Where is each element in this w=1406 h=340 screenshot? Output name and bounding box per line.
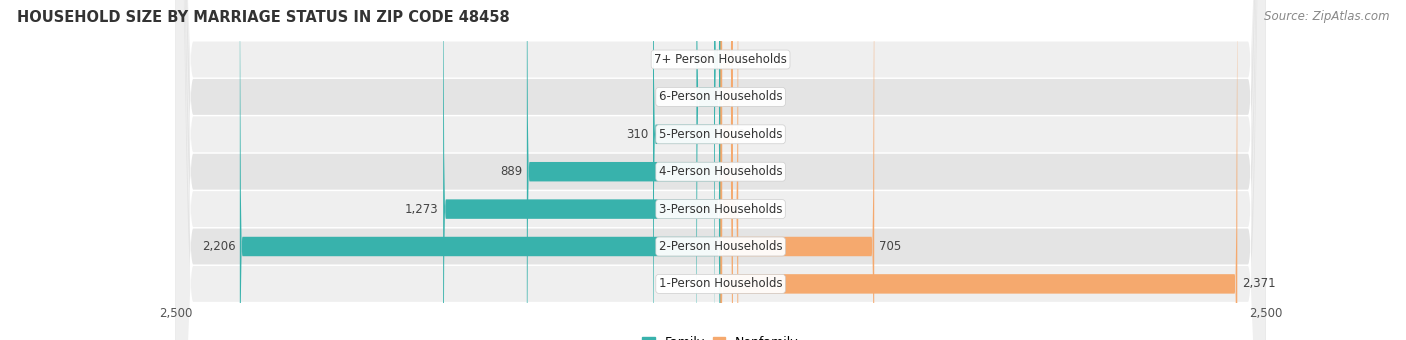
FancyBboxPatch shape bbox=[176, 0, 1265, 340]
Text: 310: 310 bbox=[627, 128, 648, 141]
FancyBboxPatch shape bbox=[176, 0, 1265, 340]
FancyBboxPatch shape bbox=[721, 0, 875, 340]
Text: 2,371: 2,371 bbox=[1241, 277, 1275, 290]
Text: 889: 889 bbox=[501, 165, 523, 178]
Text: 6-Person Households: 6-Person Households bbox=[659, 90, 782, 103]
Text: 5-Person Households: 5-Person Households bbox=[659, 128, 782, 141]
Text: 30: 30 bbox=[695, 53, 710, 66]
Text: 7+ Person Households: 7+ Person Households bbox=[654, 53, 787, 66]
FancyBboxPatch shape bbox=[176, 0, 1265, 340]
Text: HOUSEHOLD SIZE BY MARRIAGE STATUS IN ZIP CODE 48458: HOUSEHOLD SIZE BY MARRIAGE STATUS IN ZIP… bbox=[17, 10, 509, 25]
FancyBboxPatch shape bbox=[721, 0, 738, 340]
Text: 0: 0 bbox=[737, 165, 744, 178]
FancyBboxPatch shape bbox=[176, 0, 1265, 340]
FancyBboxPatch shape bbox=[714, 0, 721, 340]
Legend: Family, Nonfamily: Family, Nonfamily bbox=[637, 331, 804, 340]
FancyBboxPatch shape bbox=[721, 0, 1237, 340]
FancyBboxPatch shape bbox=[176, 0, 1265, 340]
FancyBboxPatch shape bbox=[443, 0, 721, 340]
Text: 111: 111 bbox=[669, 90, 692, 103]
FancyBboxPatch shape bbox=[240, 0, 721, 340]
Text: 1-Person Households: 1-Person Households bbox=[659, 277, 782, 290]
Text: 2,206: 2,206 bbox=[202, 240, 235, 253]
Text: 0: 0 bbox=[737, 90, 744, 103]
FancyBboxPatch shape bbox=[721, 0, 733, 340]
Text: 2-Person Households: 2-Person Households bbox=[659, 240, 782, 253]
Text: 1,273: 1,273 bbox=[405, 203, 439, 216]
Text: Source: ZipAtlas.com: Source: ZipAtlas.com bbox=[1264, 10, 1389, 23]
Text: 4-Person Households: 4-Person Households bbox=[659, 165, 782, 178]
FancyBboxPatch shape bbox=[176, 0, 1265, 340]
FancyBboxPatch shape bbox=[176, 0, 1265, 340]
Text: 3-Person Households: 3-Person Households bbox=[659, 203, 782, 216]
Text: 81: 81 bbox=[742, 203, 758, 216]
FancyBboxPatch shape bbox=[721, 0, 733, 340]
FancyBboxPatch shape bbox=[652, 0, 721, 340]
FancyBboxPatch shape bbox=[527, 0, 721, 340]
FancyBboxPatch shape bbox=[721, 0, 733, 340]
Text: 705: 705 bbox=[879, 240, 901, 253]
FancyBboxPatch shape bbox=[696, 0, 721, 340]
Text: 0: 0 bbox=[737, 128, 744, 141]
Text: 0: 0 bbox=[737, 53, 744, 66]
FancyBboxPatch shape bbox=[721, 0, 733, 340]
